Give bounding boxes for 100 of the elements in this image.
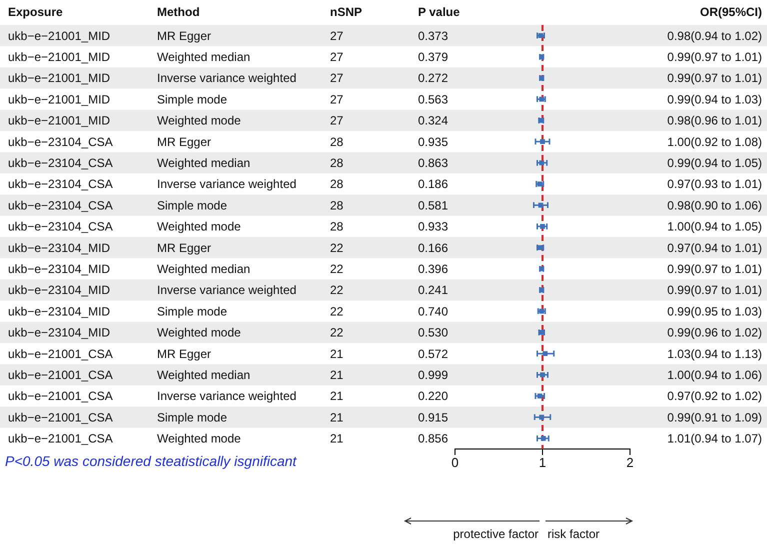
text: 0.324 <box>418 114 448 128</box>
text: 0.241 <box>418 283 448 298</box>
x-tick-label: 2 <box>626 455 634 470</box>
category-label: Exposure <box>8 5 64 19</box>
text: Simple mode <box>157 92 228 106</box>
data-label: 0.99(0.94 to 1.05) <box>667 156 762 170</box>
text: 21 <box>330 432 344 446</box>
text: 22 <box>330 304 344 318</box>
text: 28 <box>330 134 344 149</box>
text: ukb−e−23104_CSA <box>8 198 113 212</box>
text: 22 <box>330 283 344 298</box>
text: ukb−e−21001_CSA <box>8 389 113 404</box>
data-label: 0.99(0.97 to 1.01) <box>667 283 762 298</box>
text: P<0.05 was considered steatistically isgnificant <box>5 453 298 469</box>
data-label: 1.00(0.92 to 1.08) <box>667 134 762 149</box>
text: 21 <box>330 410 344 424</box>
text: 0.379 <box>418 50 448 64</box>
text: ukb−e−23104_CSA <box>8 156 113 170</box>
data-label: 0.99(0.97 to 1.01) <box>667 50 762 64</box>
text: 28 <box>330 156 344 170</box>
text: MR Egger <box>157 240 212 255</box>
data-label: 0.99(0.97 to 1.01) <box>667 71 762 86</box>
text: ukb−e−23104_MID <box>8 240 110 255</box>
data-label: 0.98(0.90 to 1.06) <box>667 198 762 212</box>
data-label: 1.03(0.94 to 1.13) <box>667 346 762 361</box>
text: ukb−e−23104_MID <box>8 262 110 276</box>
text: ukb−e−23104_CSA <box>8 134 113 149</box>
data-label: 1.01(0.94 to 1.07) <box>667 432 762 446</box>
text: 22 <box>330 326 344 340</box>
text: 27 <box>330 71 344 86</box>
text: Weighted mode <box>157 432 241 446</box>
text: 0.373 <box>418 28 448 43</box>
text: protective factor <box>453 527 538 541</box>
text: MR Egger <box>157 134 212 149</box>
text: 28 <box>330 177 344 192</box>
text: Inverse variance weighted <box>157 71 296 86</box>
text: ukb−e−21001_MID <box>8 114 110 128</box>
text: ukb−e−21001_CSA <box>8 346 113 361</box>
data-label: 0.97(0.93 to 1.01) <box>667 177 762 192</box>
text: Simple mode <box>157 304 228 318</box>
text: 27 <box>330 28 344 43</box>
text: ukb−e−23104_MID <box>8 326 110 340</box>
text: Weighted median <box>157 368 250 382</box>
text: ukb−e−21001_MID <box>8 71 110 86</box>
text: ukb−e−21001_MID <box>8 28 110 43</box>
data-label: 0.98(0.96 to 1.01) <box>667 114 762 128</box>
text: 0.563 <box>418 92 448 106</box>
text: ukb−e−21001_MID <box>8 50 110 64</box>
text: 21 <box>330 368 344 382</box>
text: Inverse variance weighted <box>157 177 296 192</box>
text: ukb−e−23104_MID <box>8 283 110 298</box>
text: 0.530 <box>418 326 448 340</box>
data-label: 0.99(0.91 to 1.09) <box>667 410 762 424</box>
text: MR Egger <box>157 28 212 43</box>
y2-axis-title: OR(95%CI) <box>700 5 762 19</box>
text: 0.272 <box>418 71 448 86</box>
text: Weighted median <box>157 50 250 64</box>
text: 21 <box>330 389 344 404</box>
text: 0.933 <box>418 220 448 234</box>
category-label: P value <box>418 5 460 19</box>
text: 28 <box>330 220 344 234</box>
x-tick-label: 1 <box>538 455 546 470</box>
text: Weighted median <box>157 156 250 170</box>
text: Weighted mode <box>157 114 241 128</box>
text: 28 <box>330 198 344 212</box>
text: 0.186 <box>418 177 448 192</box>
text: MR Egger <box>157 346 212 361</box>
text: 0.572 <box>418 346 448 361</box>
text: ukb−e−21001_CSA <box>8 368 113 382</box>
text: ukb−e−21001_CSA <box>8 432 113 446</box>
text: 0.740 <box>418 304 448 318</box>
text: 0.396 <box>418 262 448 276</box>
text: 27 <box>330 114 344 128</box>
category-label: nSNP <box>330 5 362 19</box>
data-label: 0.99(0.95 to 1.03) <box>667 304 762 318</box>
category-label: Method <box>157 5 200 19</box>
text: ukb−e−23104_CSA <box>8 177 113 192</box>
text: Weighted mode <box>157 220 241 234</box>
data-label: 0.99(0.94 to 1.03) <box>667 92 762 106</box>
text: Simple mode <box>157 198 228 212</box>
data-label: 0.99(0.96 to 1.02) <box>667 326 762 340</box>
text: 27 <box>330 92 344 106</box>
data-label: 1.00(0.94 to 1.06) <box>667 368 762 382</box>
x-tick-label: 0 <box>451 455 459 470</box>
text: risk factor <box>548 527 600 541</box>
text: 0.166 <box>418 240 448 255</box>
text: 0.935 <box>418 134 448 149</box>
data-label: 1.00(0.94 to 1.05) <box>667 220 762 234</box>
text: 0.581 <box>418 198 448 212</box>
text: ukb−e−23104_CSA <box>8 220 113 234</box>
text: Inverse variance weighted <box>157 389 296 404</box>
data-label: 0.99(0.97 to 1.01) <box>667 262 762 276</box>
text: 0.856 <box>418 432 448 446</box>
text: ukb−e−23104_MID <box>8 304 110 318</box>
text: Weighted mode <box>157 326 241 340</box>
text: Simple mode <box>157 410 228 424</box>
text: 22 <box>330 240 344 255</box>
data-label: 0.97(0.92 to 1.02) <box>667 389 762 404</box>
data-label: 0.98(0.94 to 1.02) <box>667 28 762 43</box>
text: 0.915 <box>418 410 448 424</box>
